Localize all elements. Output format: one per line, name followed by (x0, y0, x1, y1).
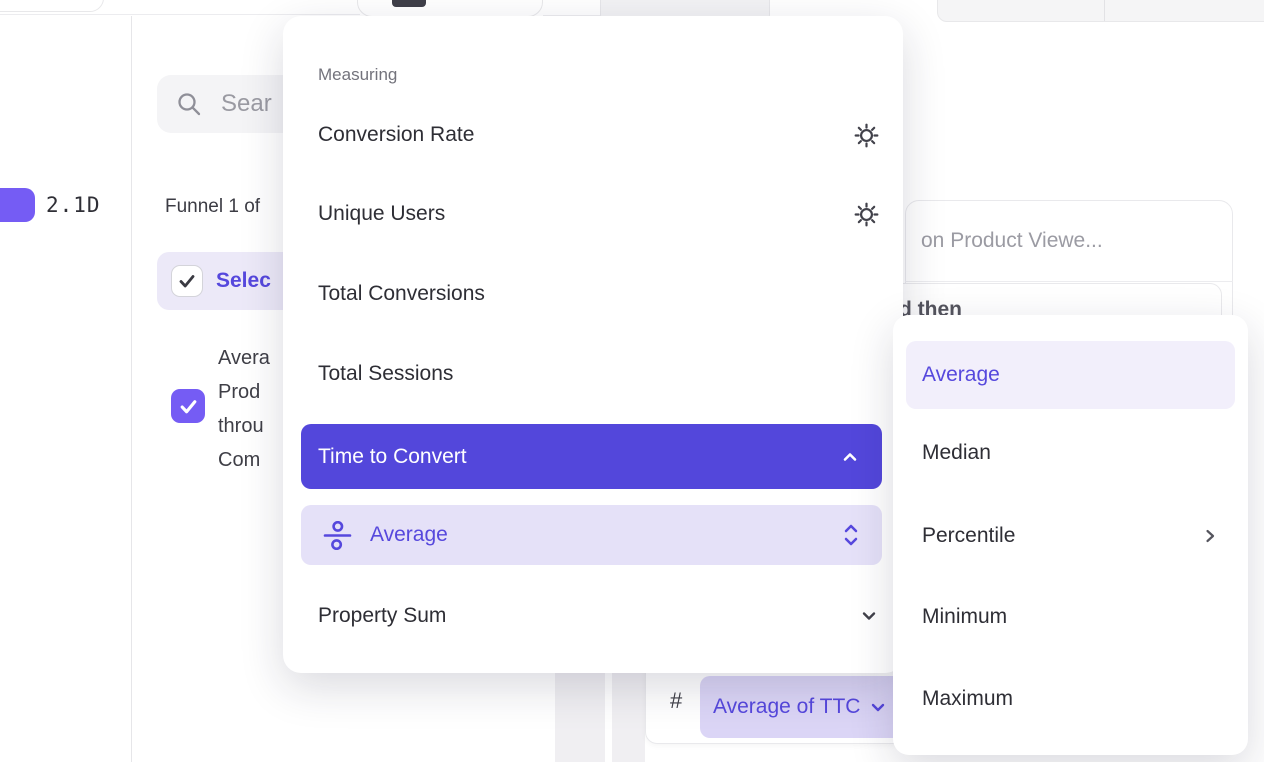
step-checkbox[interactable] (171, 389, 205, 423)
menu-item-label: Maximum (922, 687, 1014, 710)
menu-item-label: Property Sum (318, 604, 447, 627)
menu-item-label: Time to Convert (318, 444, 467, 468)
menu-item-property-sum[interactable]: Property Sum (318, 594, 879, 638)
toolbar-button-fragment[interactable] (357, 0, 543, 17)
menu-item-label: Conversion Rate (318, 123, 475, 146)
menu-item-label: Average (922, 363, 1000, 386)
top-right-tabs-fragment[interactable] (937, 0, 1264, 22)
metric-dropdown[interactable]: Average of TTC (700, 676, 905, 738)
menu-item-maximum[interactable]: Maximum (922, 677, 1219, 721)
chevron-down-icon (859, 606, 879, 626)
gear-icon[interactable] (854, 202, 879, 227)
measuring-menu: Measuring Conversion Rate Unique Users (283, 16, 903, 673)
chevron-right-icon (1201, 527, 1219, 545)
toolbar-divider (0, 14, 360, 15)
gear-icon[interactable] (854, 123, 879, 148)
menu-item-total-conversions[interactable]: Total Conversions (318, 272, 879, 316)
unfold-icon (842, 522, 860, 548)
menu-item-time-to-convert-selected[interactable]: Time to Convert (301, 424, 882, 489)
step-description-line: throu (218, 415, 264, 437)
metric-dropdown-label: Average of TTC (713, 695, 861, 718)
numeric-type-symbol: # (670, 688, 683, 713)
toolbar-divider (543, 15, 603, 16)
aggregation-menu: Average Median Percentile Minimum Maximu… (893, 315, 1248, 755)
top-left-card-fragment (0, 0, 104, 12)
menu-item-label: Median (922, 441, 991, 464)
menu-subitem-label: Average (370, 523, 448, 546)
menu-item-label: Total Sessions (318, 362, 454, 385)
menu-item-average-selected[interactable]: Average (906, 341, 1235, 409)
checkmark-icon (180, 399, 196, 413)
average-icon (323, 520, 352, 550)
menu-item-label: Total Conversions (318, 282, 485, 305)
step-description-line: Avera (218, 347, 270, 369)
step-description-line: Prod (218, 381, 261, 403)
event-selector-row[interactable]: on Product Viewe... (905, 200, 1233, 282)
funnel-counter-label: Funnel 1 of (165, 196, 261, 217)
panel-divider (131, 16, 132, 762)
panel-edge-fragment (555, 672, 605, 762)
search-input[interactable]: Sear (157, 75, 307, 133)
search-text: Sear (221, 90, 272, 117)
search-icon (176, 91, 203, 118)
menu-item-total-sessions[interactable]: Total Sessions (318, 352, 879, 396)
tabs-divider (1104, 0, 1105, 21)
menu-item-label: Unique Users (318, 202, 446, 225)
menu-subitem-average[interactable]: Average (301, 505, 882, 565)
chevron-down-icon (869, 698, 887, 716)
event-selector-label: on Product Viewe... (921, 228, 1103, 252)
menu-item-unique-users[interactable]: Unique Users (318, 192, 879, 236)
select-all-label: Selec (216, 269, 271, 292)
step-description-line: Com (218, 449, 261, 471)
measuring-menu-title: Measuring (318, 65, 398, 84)
step-description: Avera Prod throu Com (218, 341, 283, 476)
menu-item-minimum[interactable]: Minimum (922, 595, 1219, 639)
chart-value-label: 2.1D (46, 193, 101, 217)
menu-item-percentile[interactable]: Percentile (922, 514, 1219, 558)
select-all-row[interactable]: Selec (157, 252, 283, 310)
menu-item-label: Minimum (922, 605, 1008, 628)
menu-item-label: Percentile (922, 524, 1016, 547)
checkmark-icon (179, 275, 195, 288)
select-all-checkbox[interactable] (171, 265, 203, 297)
chart-bar-fragment (0, 188, 35, 222)
toolbar-button-icon (392, 0, 426, 7)
menu-item-conversion-rate[interactable]: Conversion Rate (318, 113, 879, 157)
menu-item-median[interactable]: Median (922, 431, 1219, 475)
panel-edge-fragment (612, 672, 645, 762)
chevron-up-icon (840, 447, 860, 467)
